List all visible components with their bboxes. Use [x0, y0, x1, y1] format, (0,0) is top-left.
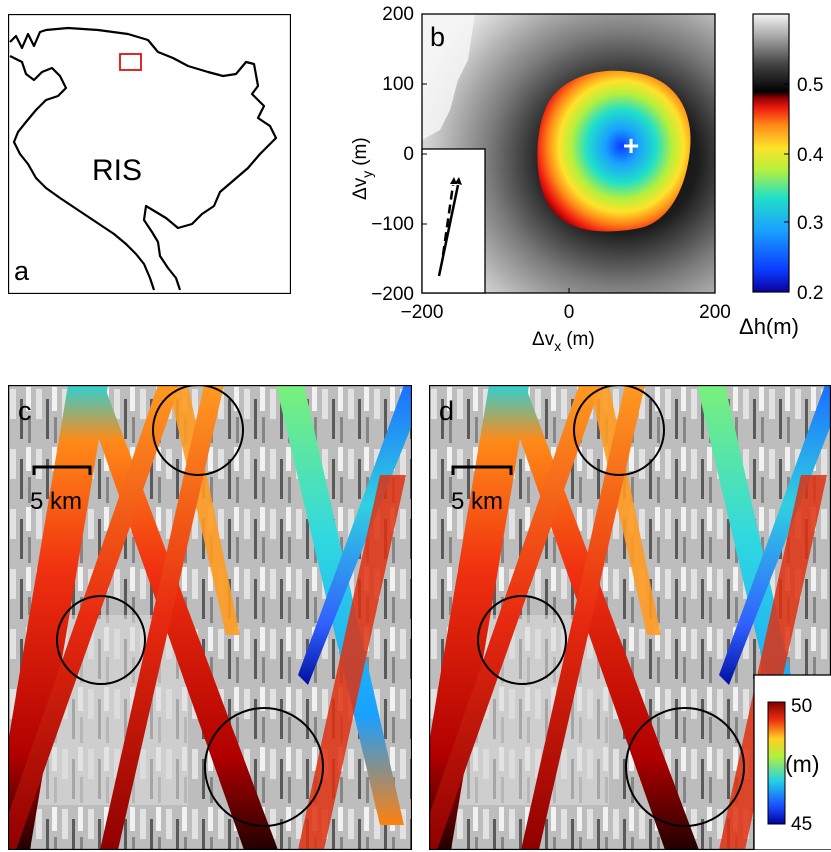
colorbar-tick: 0.3: [797, 213, 823, 234]
velocity-arrow-dashed: [441, 184, 455, 256]
scale-bar-label: 5 km: [30, 488, 82, 515]
colorbar-tick: 0.5: [797, 75, 823, 96]
highlight-circle: [56, 595, 146, 685]
arrowhead-dashed: [450, 177, 457, 184]
x-label-unit: (m): [566, 329, 594, 350]
velocity-inset: [421, 148, 486, 294]
x-tick-label: 200: [699, 302, 731, 323]
colorbar-ticks: 0.5 0.4 0.3 0.2: [797, 75, 824, 304]
altimetry-track: [8, 385, 180, 850]
panel-b-chart: + b 200 100 0 −100 −200 −200 0 200 Δvx (m…: [350, 4, 824, 354]
colorbar-unit-label: (m): [785, 751, 819, 777]
y-tick-label: 0: [403, 144, 414, 165]
scale-bar: [32, 465, 92, 475]
y-axis-label: Δvy (m): [350, 137, 375, 200]
highlight-circle: [477, 595, 567, 685]
altimetry-track: [298, 385, 412, 685]
panel-c-frame: [8, 385, 412, 850]
altimetry-track: [521, 385, 645, 850]
altimetry-track: [8, 385, 108, 850]
altimetry-track: [719, 385, 831, 685]
ice-shelf-outline: [9, 26, 278, 291]
scale-bar: [451, 465, 513, 475]
panel-a-map: RIS a: [8, 14, 291, 294]
panel-c-letter: c: [18, 396, 32, 426]
map-frame: [8, 14, 291, 294]
highlight-circle: [152, 385, 244, 476]
y-tick-label: 200: [382, 4, 414, 25]
colorbar-tick: 0.2: [797, 283, 823, 304]
study-area-marker: [119, 53, 142, 71]
y-tick-label: 100: [382, 74, 414, 95]
panel-a: RIS a: [8, 14, 291, 294]
panel-a-letter: a: [14, 256, 30, 286]
panel-c-image: c 5 km: [8, 385, 412, 850]
elevation-legend-box: [753, 674, 831, 850]
minimum-marker: +: [623, 130, 639, 161]
altimetry-track: [168, 385, 240, 635]
panel-d-letter: d: [439, 396, 454, 426]
y-label-main: Δv: [350, 177, 371, 200]
x-tick-label: −200: [401, 302, 444, 323]
colorbar-tick: 0.4: [797, 145, 824, 166]
x-axis-label: Δvx (m): [532, 329, 595, 354]
highlight-circle: [573, 385, 665, 476]
region-label: RIS: [92, 154, 142, 187]
x-label-main: Δv: [532, 329, 555, 350]
altimetry-track: [298, 475, 406, 850]
y-label-sub: y: [359, 171, 375, 178]
velocity-arrow-solid: [437, 184, 460, 277]
panel-d-image: d 5 km 50 (m) 45: [429, 385, 831, 850]
highlight-circle: [204, 707, 324, 827]
highlight-circle: [625, 707, 745, 827]
panel-d: d 5 km 50 (m) 45: [429, 385, 831, 850]
elevation-colorbar: [767, 701, 786, 825]
altimetry-track: [589, 385, 661, 635]
y-tick-label: −100: [371, 214, 414, 235]
altimetry-tracks: [8, 385, 412, 850]
colorbar-bottom-label: 45: [791, 814, 812, 835]
x-label-sub: x: [554, 338, 561, 354]
arrowhead-solid: [455, 177, 462, 185]
x-tick-label: 0: [564, 302, 575, 323]
high-misfit-region: [422, 14, 475, 140]
y-tick-label: −200: [371, 284, 414, 305]
y-label-unit: (m): [350, 137, 371, 165]
altimetry-track: [429, 385, 529, 850]
low-misfit-region: [537, 70, 691, 232]
altimetry-track: [429, 385, 601, 850]
colorbar-label: Δh(m): [739, 314, 799, 339]
y-axis: 200 100 0 −100 −200: [371, 4, 414, 305]
panel-c: c 5 km: [8, 385, 412, 850]
scale-bar-label: 5 km: [451, 488, 503, 515]
panel-b-letter: b: [430, 22, 445, 52]
altimetry-track: [100, 385, 224, 850]
colorbar-top-label: 50: [791, 696, 812, 717]
altimetry-track: [719, 475, 827, 850]
misfit-colorbar: [752, 13, 790, 293]
panel-b: + b 200 100 0 −100 −200 −200 0 200 Δvx (m…: [300, 0, 831, 360]
x-axis: −200 0 200: [401, 302, 731, 323]
altimetry-tracks: [429, 385, 831, 850]
